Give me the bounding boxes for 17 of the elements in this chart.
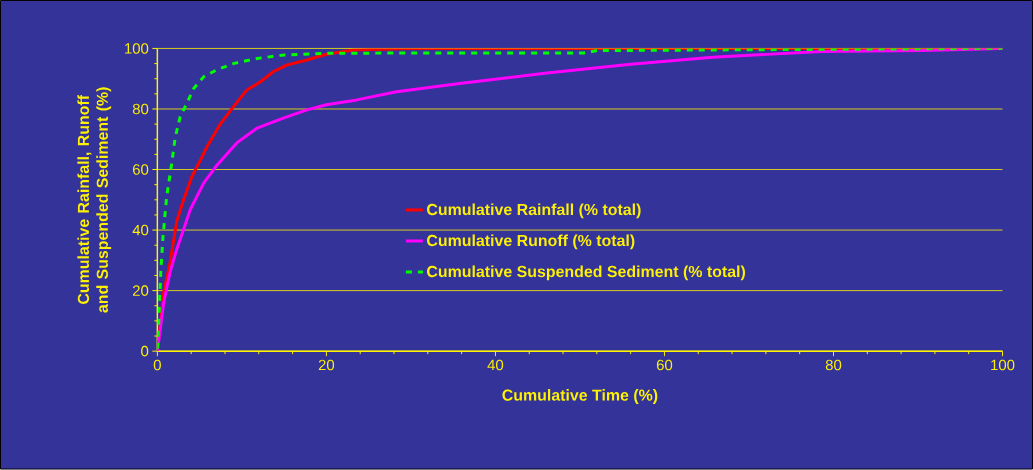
y-tick-label: 80 xyxy=(132,103,149,115)
y-tick-label: 100 xyxy=(125,43,149,54)
x-tick-label: 60 xyxy=(656,359,673,371)
y-tick-label: 60 xyxy=(133,164,149,176)
x-axis-title: Cumulative Time (%) xyxy=(502,389,658,405)
x-tick-label: 20 xyxy=(318,359,335,371)
x-tick-label: 0 xyxy=(153,359,161,371)
legend-label: Cumulative Runoff (% total) xyxy=(427,234,635,250)
legend-label: Cumulative Suspended Sediment (% total) xyxy=(427,265,746,281)
y-tick-label: 40 xyxy=(132,225,149,236)
x-tick-label: 80 xyxy=(825,359,842,371)
legend-label: Cumulative Rainfall (% total) xyxy=(427,203,641,219)
y-tick-label: 20 xyxy=(132,285,149,297)
x-tick-label: 40 xyxy=(487,359,504,371)
x-tick-label: 100 xyxy=(991,359,1015,371)
y-axis-title: Cumulative Rainfall, Runoff and Suspended Sediment (%) xyxy=(77,87,112,313)
y-tick-label: 0 xyxy=(141,346,149,357)
